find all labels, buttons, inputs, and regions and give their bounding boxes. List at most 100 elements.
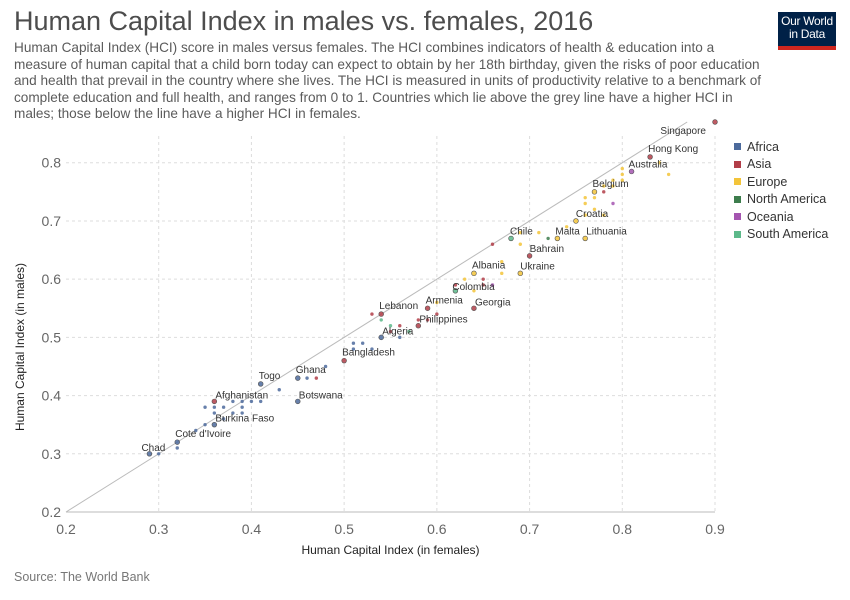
legend-item[interactable]: Oceania <box>734 208 828 226</box>
data-point <box>370 312 374 316</box>
point-label: Georgia <box>475 297 511 308</box>
legend-item[interactable]: North America <box>734 191 828 209</box>
reference-line <box>65 121 688 513</box>
legend: Africa Asia Europe North America Oceania Sout… <box>734 138 828 243</box>
data-point <box>194 428 198 433</box>
data-point <box>546 236 550 241</box>
legend-label: North America <box>747 192 827 207</box>
legend-item[interactable]: Africa <box>734 138 828 156</box>
data-point <box>583 195 587 200</box>
owid-logo[interactable]: Our World in Data <box>778 12 836 50</box>
logo-line-2: in Data <box>789 27 825 41</box>
x-tick-label: 0.8 <box>613 521 633 537</box>
legend-label: Oceania <box>747 209 794 224</box>
point-label: Armenia <box>426 295 464 306</box>
data-point <box>341 357 347 364</box>
data-point <box>611 178 615 182</box>
data-point <box>351 341 356 345</box>
point-label: Belgium <box>592 179 628 190</box>
data-point <box>415 323 422 329</box>
data-point <box>508 235 514 242</box>
data-point <box>240 405 244 409</box>
point-label: Philippines <box>419 315 467 326</box>
legend-item[interactable]: Asia <box>734 156 828 174</box>
y-tick-label: 0.7 <box>42 213 62 229</box>
data-point <box>175 446 179 450</box>
y-tick-label: 0.4 <box>42 388 62 404</box>
chart-title: Human Capital Index in males vs. females… <box>14 6 594 36</box>
data-point <box>221 417 226 421</box>
data-point <box>471 305 477 311</box>
x-axis-title: Human Capital Index (in females) <box>301 543 479 557</box>
legend-item[interactable]: South America <box>734 226 828 244</box>
point-label: Ghana <box>296 365 326 376</box>
data-point <box>370 347 374 351</box>
data-point <box>157 452 161 456</box>
data-point <box>258 381 264 387</box>
data-point <box>351 347 356 351</box>
y-axis-title: Human Capital Index (in males) <box>13 263 27 431</box>
data-point <box>500 260 504 264</box>
point-label: Afghanistan <box>215 390 268 401</box>
x-tick-label: 0.7 <box>520 521 540 537</box>
data-point <box>211 398 218 405</box>
data-point <box>203 405 207 409</box>
data-point <box>398 335 402 340</box>
point-label: Australia <box>629 159 668 170</box>
data-point <box>564 225 569 229</box>
data-point <box>611 201 615 206</box>
data-point <box>583 213 587 217</box>
legend-swatch <box>734 143 741 151</box>
data-point <box>295 375 301 381</box>
data-point <box>360 341 365 345</box>
legend-item[interactable]: Europe <box>734 173 828 191</box>
data-point <box>526 253 533 259</box>
data-point <box>416 318 421 322</box>
point-label: Chile <box>510 226 533 237</box>
data-point <box>314 376 319 380</box>
data-point <box>573 218 579 224</box>
point-label: Croatia <box>576 209 609 220</box>
data-point <box>602 190 606 194</box>
data-point <box>435 300 439 305</box>
data-point <box>500 271 504 276</box>
data-point <box>583 201 587 206</box>
y-tick-label: 0.5 <box>42 329 62 345</box>
legend-swatch <box>734 213 741 221</box>
data-point <box>379 318 383 322</box>
chart-subtitle: Human Capital Index (HCI) score in males… <box>14 40 762 122</box>
x-tick-label: 0.4 <box>242 521 262 537</box>
data-point <box>602 184 606 188</box>
data-point <box>592 195 597 200</box>
data-point <box>453 283 458 287</box>
data-point <box>620 166 624 171</box>
y-tick-label: 0.8 <box>42 155 62 171</box>
data-point <box>518 242 522 246</box>
data-point <box>424 305 431 311</box>
legend-label: South America <box>747 227 829 242</box>
data-point <box>221 405 226 409</box>
data-point <box>462 277 467 281</box>
data-point <box>712 119 718 125</box>
data-point <box>554 235 561 242</box>
data-point <box>203 422 207 427</box>
x-tick-label: 0.6 <box>427 521 447 537</box>
point-label: Cote d'Ivoire <box>175 429 231 440</box>
legend-swatch <box>734 160 741 168</box>
data-point <box>425 318 430 322</box>
point-label: Burkina Faso <box>215 414 274 425</box>
data-point <box>231 399 235 404</box>
data-point <box>628 168 635 175</box>
data-point <box>407 329 411 334</box>
point-label: Ukraine <box>520 261 555 272</box>
data-point <box>582 235 588 242</box>
logo-accent-bar <box>778 46 836 50</box>
data-point <box>211 421 218 428</box>
x-tick-label: 0.9 <box>705 521 725 537</box>
legend-swatch <box>734 178 741 186</box>
point-label: Albania <box>472 260 506 271</box>
point-label: Bahrain <box>530 244 564 255</box>
data-point <box>666 172 671 177</box>
data-point <box>240 399 244 404</box>
